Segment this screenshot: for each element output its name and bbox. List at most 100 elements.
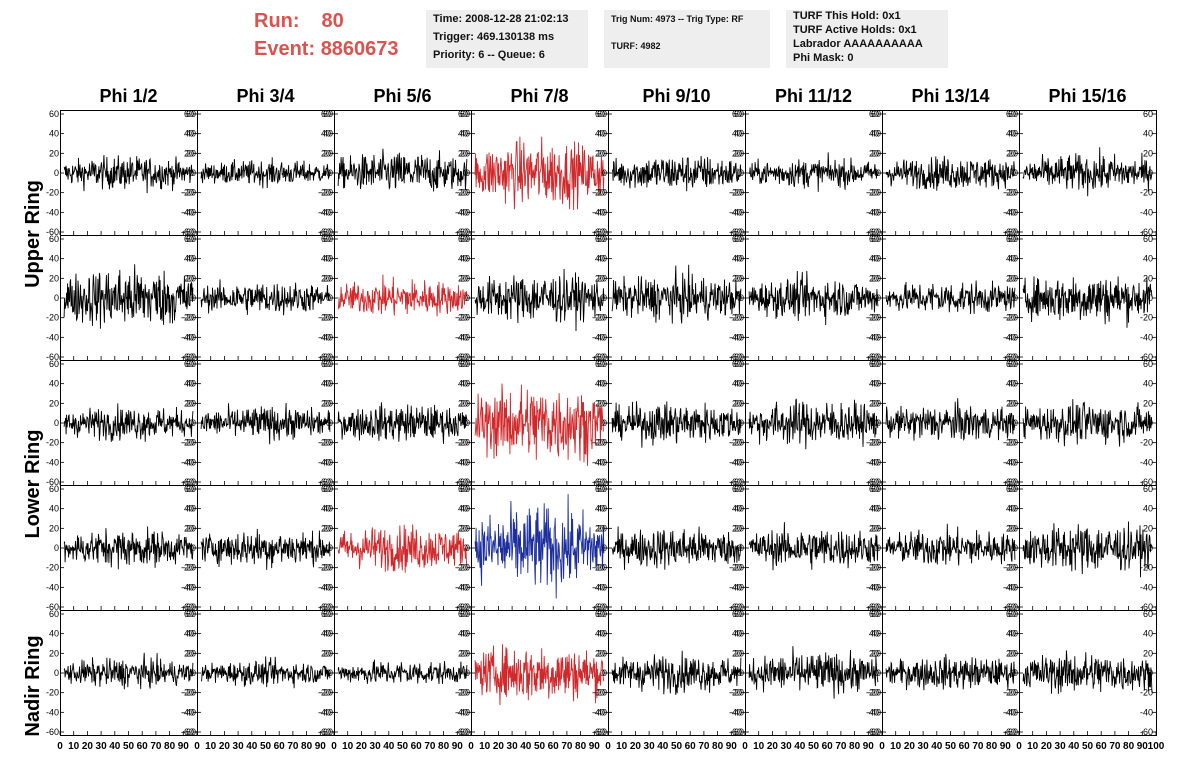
- y-tick-label: 20: [734, 648, 744, 658]
- y-tick-label: 40: [460, 129, 470, 139]
- x-tick-label: 100: [1148, 741, 1165, 752]
- x-tick-label: 40: [246, 741, 258, 752]
- x-tick-label: 40: [383, 741, 395, 752]
- y-tick-label: -20: [181, 688, 194, 698]
- y-tick-label: -20: [318, 688, 331, 698]
- column-header-phi-7-8: Phi 7/8: [510, 86, 569, 106]
- event-label: Event:: [254, 38, 316, 60]
- y-tick-label: -60: [457, 227, 470, 237]
- x-tick-label: 0: [331, 741, 337, 752]
- y-tick-label: -20: [183, 188, 196, 198]
- y-tick-label: -20: [1003, 188, 1016, 198]
- y-tick-label: 20: [458, 148, 468, 158]
- x-tick-label: 20: [219, 741, 231, 752]
- y-tick-label: -40: [1140, 332, 1153, 342]
- waveform-line: [885, 280, 1016, 315]
- turf-active-holds-text: TURF Active Holds: 0x1: [793, 24, 917, 36]
- y-tick-label: 0: [189, 418, 194, 428]
- x-tick-label: 40: [109, 741, 121, 752]
- y-tick-label: -20: [594, 438, 607, 448]
- panel-r4-c3: -60 -60 -40 -40 -20 -20 0 0 20 20 40 40 60 60: [457, 609, 609, 737]
- y-tick-label: -20: [320, 313, 333, 323]
- y-tick-label: -60: [1003, 352, 1016, 362]
- y-tick-label: 20: [734, 273, 744, 283]
- y-tick-label: 60: [321, 359, 331, 369]
- y-tick-label: 40: [595, 629, 605, 639]
- run-line: Run: 80: [254, 10, 344, 33]
- y-tick-label: -60: [866, 227, 879, 237]
- y-tick-label: -40: [1005, 332, 1018, 342]
- y-tick-label: 20: [49, 648, 59, 658]
- y-tick-label: -20: [318, 438, 331, 448]
- y-tick-label: -60: [1005, 227, 1018, 237]
- y-tick-label: 20: [186, 273, 196, 283]
- x-tick-label: 70: [698, 741, 710, 752]
- y-tick-label: -20: [457, 688, 470, 698]
- y-tick-label: 20: [458, 273, 468, 283]
- y-tick-label: 0: [465, 168, 470, 178]
- run-value: 80: [321, 10, 344, 32]
- y-tick-label: 40: [869, 129, 879, 139]
- panel-r3-c5: -60 -60 -40 -40 -20 -20 0 0 20 20 40 40 60 60: [731, 484, 883, 612]
- x-tick-label: 20: [904, 741, 916, 752]
- y-tick-label: 60: [458, 359, 468, 369]
- y-tick-label: 60: [869, 609, 879, 619]
- waveform-line: [611, 526, 742, 570]
- trig-info-box: Trig Num: 4973 -- Trig Type: RF TURF: 49…: [604, 10, 770, 68]
- y-tick-label: -40: [1140, 582, 1153, 592]
- y-tick-label: 60: [597, 234, 607, 244]
- y-tick-label: -20: [318, 313, 331, 323]
- y-tick-label: -20: [731, 438, 744, 448]
- y-tick-label: 0: [876, 543, 881, 553]
- y-tick-label: 40: [458, 254, 468, 264]
- y-tick-label: 40: [1008, 379, 1018, 389]
- y-tick-label: -20: [181, 563, 194, 573]
- waveform-line: [474, 494, 605, 599]
- y-tick-label: 20: [871, 523, 881, 533]
- y-tick-label: 0: [739, 543, 744, 553]
- y-tick-label: 60: [49, 609, 59, 619]
- x-tick-label: 10: [1027, 741, 1039, 752]
- y-tick-label: -60: [183, 727, 196, 737]
- y-tick-label: 40: [871, 629, 881, 639]
- waveform-line: [748, 522, 879, 571]
- y-tick-label: 20: [186, 398, 196, 408]
- x-tick-label: 40: [657, 741, 669, 752]
- y-tick-label: -40: [1003, 707, 1016, 717]
- y-tick-label: 0: [602, 168, 607, 178]
- y-tick-label: -40: [729, 707, 742, 717]
- y-tick-label: -20: [455, 688, 468, 698]
- x-tick-label: 0: [57, 741, 63, 752]
- y-tick-label: -60: [457, 352, 470, 362]
- y-tick-label: 20: [595, 148, 605, 158]
- y-tick-label: -40: [1005, 582, 1018, 592]
- y-tick-label: 0: [191, 168, 196, 178]
- column-header-phi-15-16: Phi 15/16: [1048, 86, 1127, 106]
- y-tick-label: 40: [186, 379, 196, 389]
- y-tick-label: 20: [1143, 523, 1153, 533]
- trigger-text: Trigger: 469.130138 ms: [433, 31, 555, 43]
- y-tick-label: -20: [457, 438, 470, 448]
- y-tick-label: 0: [463, 168, 468, 178]
- y-tick-label: 20: [1143, 398, 1153, 408]
- y-tick-label: 60: [49, 109, 59, 119]
- x-tick-label: 40: [794, 741, 806, 752]
- y-tick-label: -60: [457, 477, 470, 487]
- y-tick-label: 60: [323, 609, 333, 619]
- x-tick-label: 50: [1082, 741, 1094, 752]
- panel-r0-c2: -60 -60 -40 -40 -20 -20 0 0 20 20 40 40 60 60: [320, 109, 472, 237]
- y-tick-label: -60: [1005, 352, 1018, 362]
- x-tick-label: 10: [616, 741, 628, 752]
- y-tick-label: 60: [49, 234, 59, 244]
- y-tick-label: 0: [737, 168, 742, 178]
- y-tick-label: 60: [869, 484, 879, 494]
- y-tick-label: -40: [1003, 207, 1016, 217]
- y-tick-label: -40: [455, 582, 468, 592]
- y-tick-label: -40: [1140, 707, 1153, 717]
- y-tick-label: -40: [731, 457, 744, 467]
- y-tick-label: -20: [592, 688, 605, 698]
- y-tick-label: 60: [184, 109, 194, 119]
- y-tick-label: 20: [49, 398, 59, 408]
- x-tick-label: 80: [1123, 741, 1135, 752]
